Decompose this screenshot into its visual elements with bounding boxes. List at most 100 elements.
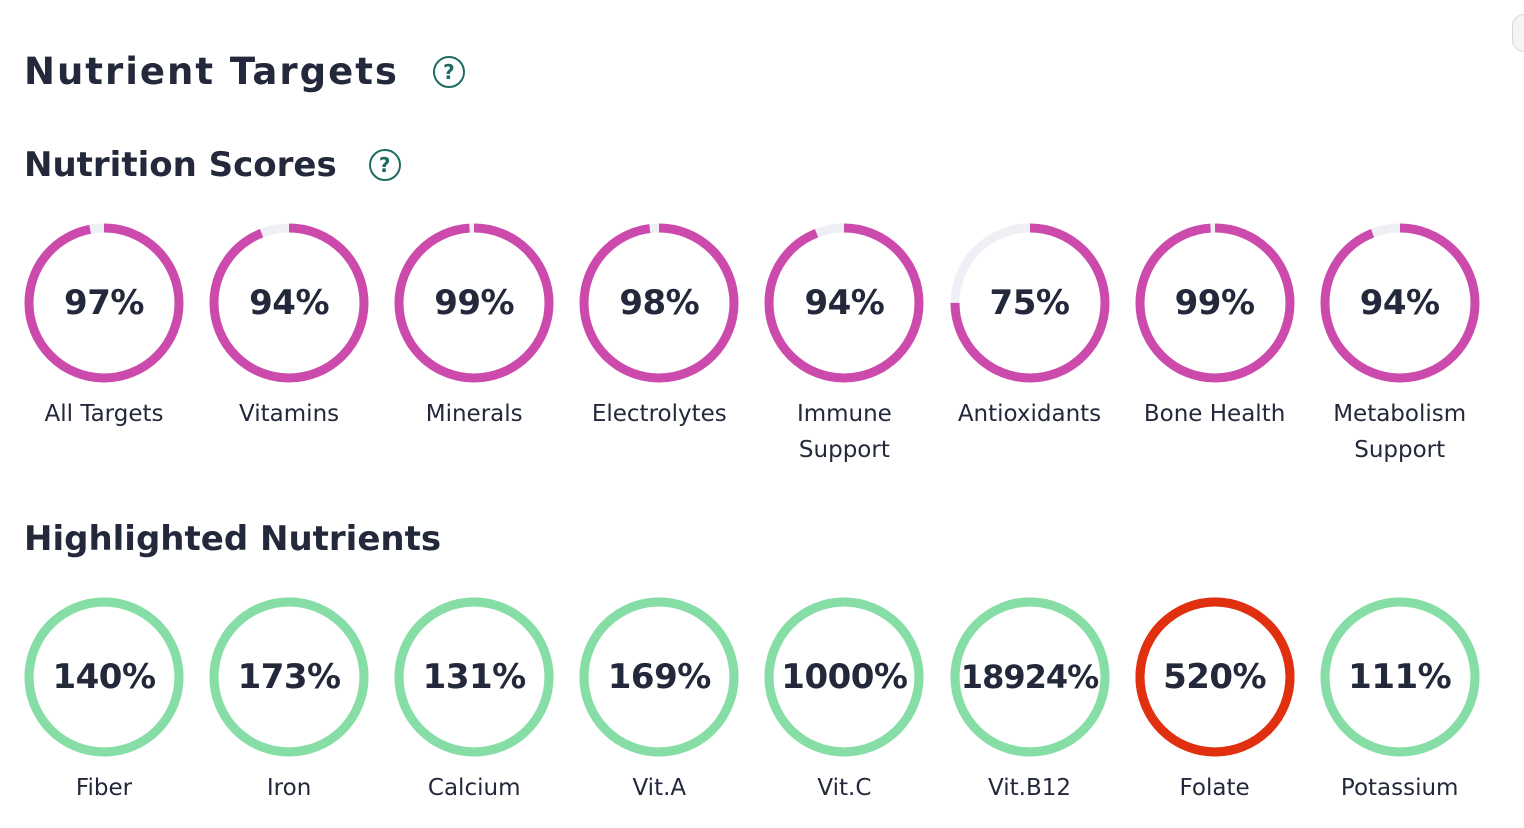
nutrient-label: Vit.C: [817, 775, 872, 801]
progress-ring-arc: [1320, 223, 1480, 383]
nutrient-card[interactable]: 1000% Vit.C: [759, 596, 929, 806]
progress-ring-graphic: [764, 597, 924, 757]
percent-value: 94%: [1359, 283, 1440, 323]
progress-ring[interactable]: 140%: [23, 596, 185, 758]
percent-value: 1000%: [781, 657, 908, 697]
nutrient-card[interactable]: 111% Potassium: [1315, 596, 1485, 806]
nutrient-label: Iron: [266, 775, 312, 801]
nutrient-card[interactable]: 131% Calcium: [389, 596, 559, 806]
percent-value: 140%: [52, 657, 156, 697]
progress-ring-arc: [394, 223, 554, 383]
percent-value: 94%: [804, 283, 885, 323]
nutrition-scores-header: Nutrition Scores ?: [24, 142, 401, 188]
score-label: All Targets: [44, 401, 164, 427]
score-label: Minerals: [425, 401, 523, 427]
nutrient-label: Vit.B12: [988, 775, 1071, 801]
score-label: Vitamins: [239, 401, 340, 427]
nutrient-card[interactable]: 140% Fiber: [19, 596, 189, 806]
progress-ring-arc: [209, 223, 369, 383]
progress-ring[interactable]: 99%: [393, 222, 555, 384]
score-label: Electrolytes: [591, 401, 727, 427]
progress-ring-graphic: [950, 597, 1109, 757]
percent-value: 111%: [1348, 657, 1452, 697]
progress-ring[interactable]: 169%: [578, 596, 740, 758]
nutrient-card[interactable]: 169% Vit.A: [574, 596, 744, 806]
score-label: Immune Support: [796, 401, 892, 463]
progress-ring-graphic: [1320, 223, 1480, 383]
score-card[interactable]: 94% Metabolism Support: [1315, 222, 1485, 468]
score-label: Antioxidants: [957, 401, 1102, 427]
score-card[interactable]: 97% All Targets: [19, 222, 189, 432]
highlighted-nutrients-title: Highlighted Nutrients: [24, 519, 442, 559]
progress-ring-graphic: [394, 597, 554, 757]
nutrient-card[interactable]: 18924% Vit.B12: [945, 596, 1115, 806]
highlighted-nutrients-row: 140% Fiber 173% Iron 131% Calcium 169% Vit.A 100…: [0, 596, 1524, 828]
percent-value: 75%: [989, 283, 1070, 323]
percent-value: 98%: [619, 283, 700, 323]
progress-ring[interactable]: 1000%: [763, 596, 925, 758]
progress-ring-graphic: [209, 223, 369, 383]
progress-ring-arc: [950, 223, 1109, 383]
score-card[interactable]: 99% Bone Health: [1130, 222, 1300, 432]
score-label: Metabolism Support: [1333, 401, 1467, 463]
progress-ring-arc: [1135, 597, 1295, 757]
progress-ring-graphic: [1320, 597, 1480, 757]
nutrient-targets-header: Nutrient Targets ?: [24, 48, 465, 96]
score-card[interactable]: 75% Antioxidants: [945, 222, 1115, 432]
score-label: Bone Health: [1143, 401, 1286, 427]
progress-ring-arc: [24, 223, 184, 383]
progress-ring-graphic: [579, 223, 739, 383]
progress-ring-arc: [579, 223, 739, 383]
progress-ring-arc: [1320, 597, 1480, 757]
progress-ring[interactable]: 520%: [1134, 596, 1296, 758]
progress-ring-graphic: [1135, 223, 1295, 383]
progress-ring[interactable]: 131%: [393, 596, 555, 758]
nutrition-scores-row: 97% All Targets 94% Vitamins 99% Minerals 98% E…: [0, 222, 1524, 463]
progress-ring-arc: [24, 597, 184, 757]
score-card[interactable]: 94% Vitamins: [204, 222, 374, 432]
progress-ring-arc: [394, 597, 554, 757]
progress-ring-graphic: [394, 223, 554, 383]
progress-ring-arc: [579, 597, 739, 757]
nutrient-label: Calcium: [427, 775, 521, 801]
progress-ring-graphic: [950, 223, 1109, 383]
percent-value: 169%: [607, 657, 712, 697]
progress-ring-graphic: [764, 223, 924, 383]
nutrient-label: Vit.A: [632, 775, 687, 801]
progress-ring-graphic: [209, 597, 369, 757]
progress-ring[interactable]: 75%: [949, 222, 1111, 384]
percent-value: 520%: [1163, 657, 1267, 697]
progress-ring-arc: [1135, 223, 1295, 383]
score-card[interactable]: 99% Minerals: [389, 222, 559, 432]
progress-ring[interactable]: 94%: [763, 222, 925, 384]
nutrient-label: Folate: [1179, 775, 1250, 801]
progress-ring-graphic: [579, 597, 739, 757]
progress-ring[interactable]: 98%: [578, 222, 740, 384]
nutrition-scores-help-icon[interactable]: ?: [368, 149, 401, 181]
nutrient-card[interactable]: 520% Folate: [1130, 596, 1300, 806]
progress-ring[interactable]: 94%: [1319, 222, 1481, 384]
nutrient-label: Potassium: [1340, 775, 1459, 801]
percent-value: 131%: [422, 657, 527, 697]
nutrient-card[interactable]: 173% Iron: [204, 596, 374, 806]
page-title: Nutrient Targets: [24, 50, 399, 93]
nutrient-targets-help-icon[interactable]: ?: [432, 56, 465, 88]
progress-ring-graphic: [1135, 597, 1295, 757]
scrollbar-handle[interactable]: [1512, 14, 1524, 52]
progress-ring[interactable]: 173%: [208, 596, 370, 758]
highlighted-nutrients-header: Highlighted Nutrients: [24, 516, 441, 562]
progress-ring[interactable]: 111%: [1319, 596, 1481, 758]
percent-value: 94%: [249, 283, 330, 323]
percent-value: 18924%: [960, 658, 1099, 696]
progress-ring[interactable]: 94%: [208, 222, 370, 384]
progress-ring-arc: [764, 597, 924, 757]
progress-ring[interactable]: 97%: [23, 222, 185, 384]
score-card[interactable]: 94% Immune Support: [759, 222, 929, 468]
percent-value: 99%: [1174, 283, 1255, 323]
progress-ring[interactable]: 18924%: [949, 596, 1111, 758]
progress-ring-graphic: [24, 597, 184, 757]
progress-ring[interactable]: 99%: [1134, 222, 1296, 384]
percent-value: 99%: [434, 283, 515, 323]
score-card[interactable]: 98% Electrolytes: [574, 222, 744, 432]
